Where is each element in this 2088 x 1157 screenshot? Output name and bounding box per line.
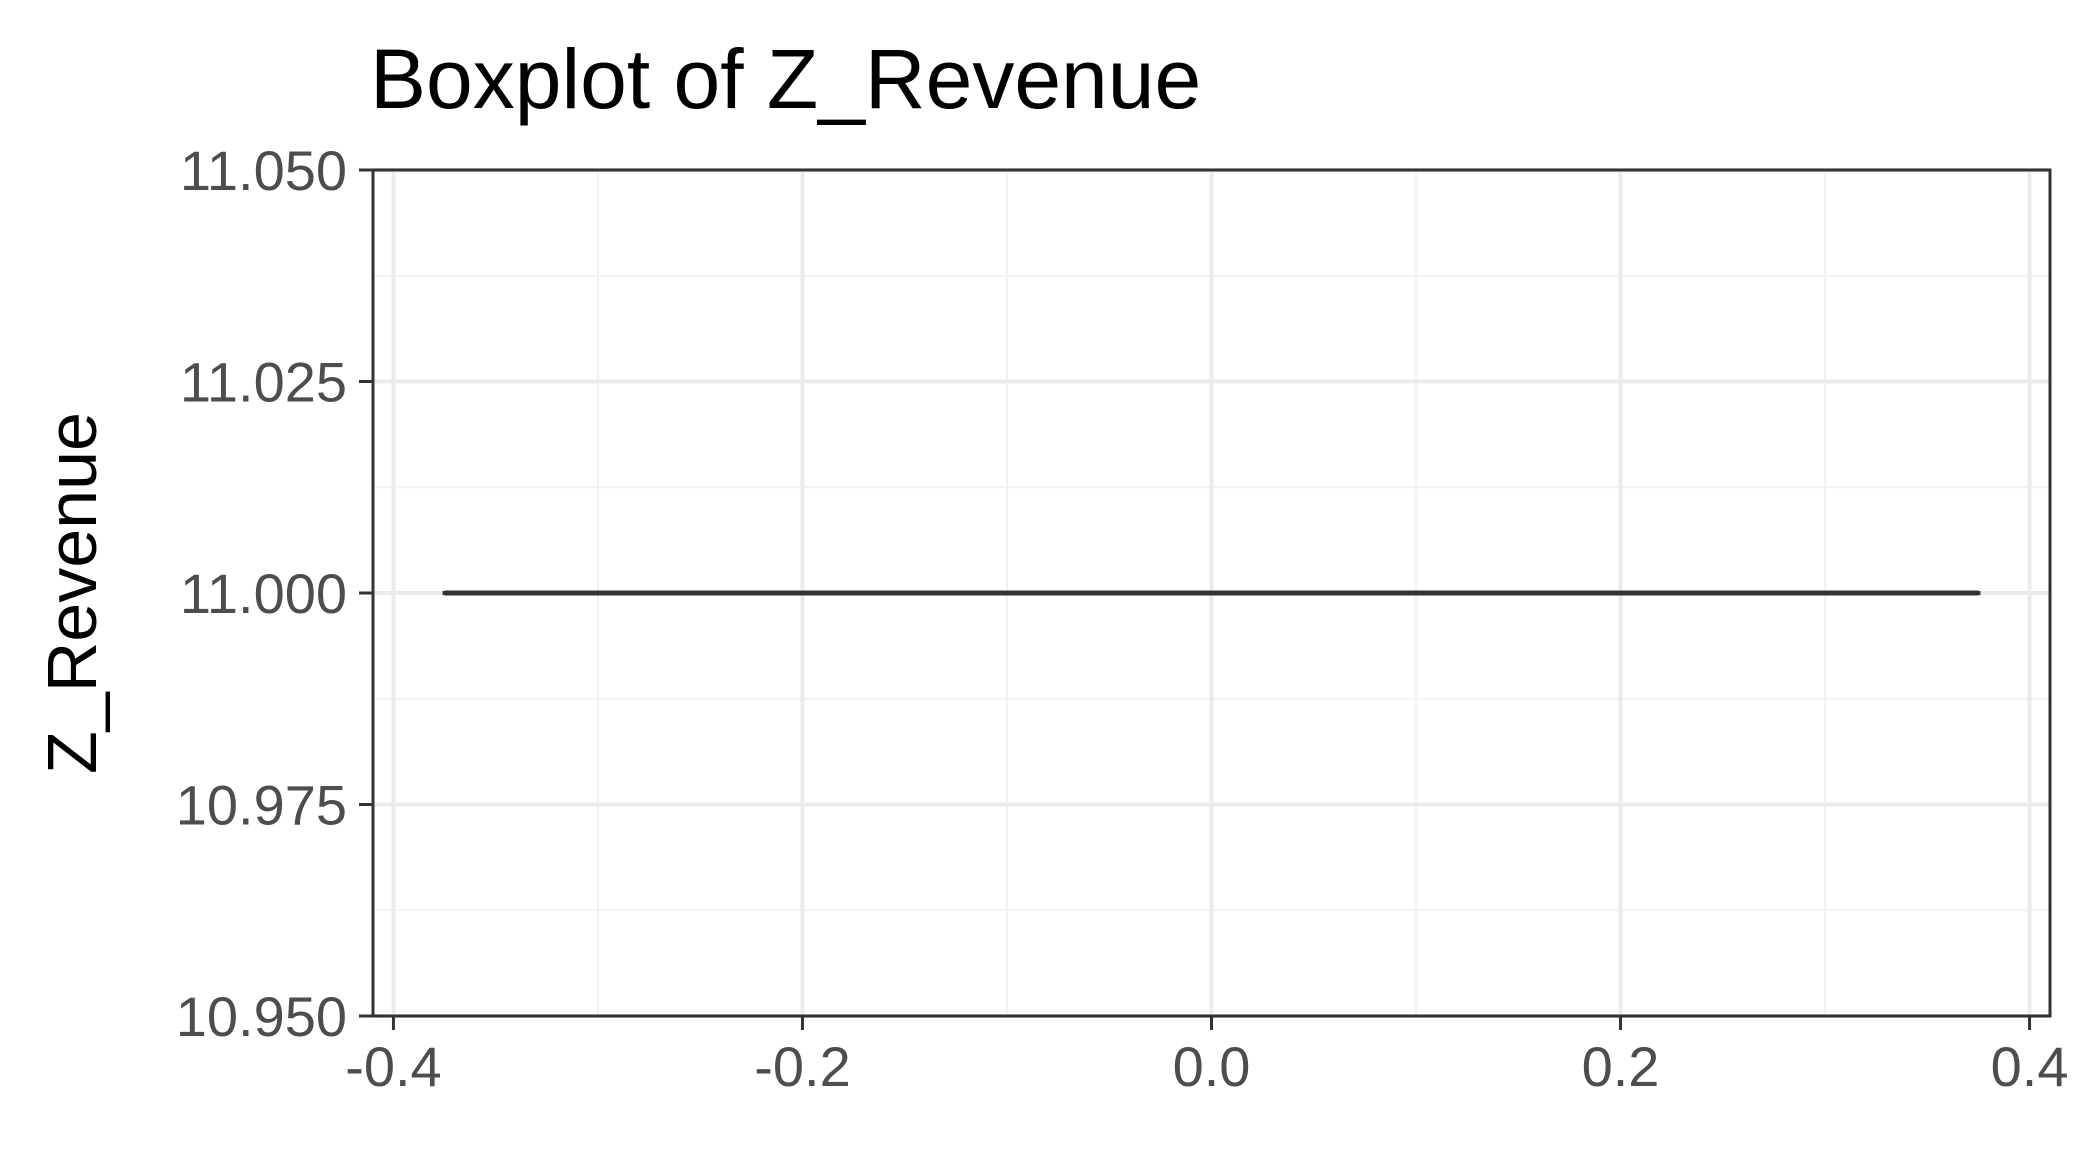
x-tick-label: 0.4 [1991,1035,2069,1098]
y-axis-title: Z_Revenue [33,412,111,774]
x-tick-label: -0.2 [754,1035,851,1098]
y-tick-label: 10.950 [176,985,347,1048]
y-tick-label: 10.975 [176,774,347,837]
chart-title: Boxplot of Z_Revenue [370,32,1201,126]
x-axis: -0.4 -0.2 0.0 0.2 0.4 [345,1016,2068,1098]
x-tick-label: 0.2 [1582,1035,1660,1098]
y-tick-label: 11.000 [180,562,347,625]
y-tick-label: 11.025 [180,351,347,414]
y-axis: 10.950 10.975 11.000 11.025 11.050 [176,139,373,1048]
x-tick-label: -0.4 [345,1035,442,1098]
y-tick-label: 11.050 [180,139,347,202]
x-tick-label: 0.0 [1173,1035,1251,1098]
